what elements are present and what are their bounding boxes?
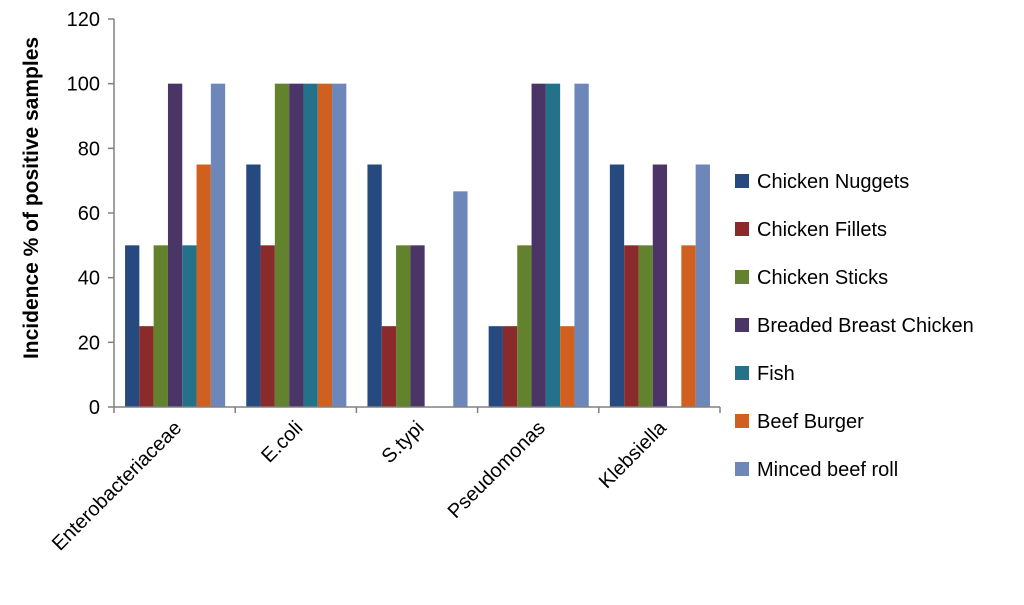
x-tick-label: S.typi: [378, 417, 429, 468]
bar-chicken-fillets: [139, 326, 154, 407]
legend-label: Breaded Breast Chicken: [757, 315, 974, 337]
bar-chicken-sticks: [517, 245, 532, 407]
legend-swatch: [735, 414, 749, 428]
y-tick-label: 40: [78, 268, 100, 290]
bar-breaded-breast-chicken: [289, 83, 304, 408]
y-tick-label: 60: [78, 203, 100, 225]
bar-chicken-fillets: [260, 245, 275, 407]
legend-swatch: [735, 366, 749, 380]
bar-breaded-breast-chicken: [167, 83, 183, 408]
bar-breaded-breast-chicken: [531, 83, 546, 408]
legend-label: Chicken Nuggets: [757, 171, 909, 193]
bar-fish: [545, 83, 561, 408]
bar-chicken-sticks: [396, 245, 411, 407]
bar-beef-burger: [560, 326, 575, 407]
y-tick-label: 0: [89, 397, 100, 419]
legend-label: Fish: [757, 363, 795, 385]
bar-chicken-fillets: [502, 326, 518, 407]
bar-minced-beef-roll: [453, 191, 468, 407]
bar-beef-burger: [681, 245, 696, 407]
bar-chicken-sticks: [274, 83, 290, 408]
bar-beef-burger: [196, 164, 211, 407]
y-tick-label: 20: [78, 332, 100, 354]
bar-chicken-nuggets: [367, 164, 382, 407]
x-tick-label: E.coli: [257, 417, 307, 467]
legend-swatch: [735, 318, 749, 332]
legend-swatch: [735, 174, 749, 188]
legend-swatch: [735, 222, 749, 236]
legend-label: Minced beef roll: [757, 459, 898, 481]
y-tick-label: 100: [67, 74, 100, 96]
legend-label: Beef Burger: [757, 411, 864, 433]
bar-chicken-nuggets: [246, 164, 261, 407]
legend-swatch: [735, 270, 749, 284]
bar-breaded-breast-chicken: [410, 245, 425, 407]
bar-chicken-fillets: [624, 245, 639, 407]
bar-minced-beef-roll: [332, 83, 347, 408]
x-tick-label: Klebsiella: [595, 416, 672, 493]
bar-chicken-nuggets: [609, 164, 625, 407]
y-tick-label: 80: [78, 138, 100, 160]
bar-chicken-sticks: [638, 245, 653, 407]
legend: Chicken Nuggets Chicken Fillets Chicken St…: [735, 171, 974, 481]
bar-minced-beef-roll: [574, 83, 589, 408]
bar-fish: [303, 83, 318, 408]
bar-chicken-nuggets: [488, 326, 503, 407]
bar-beef-burger: [317, 83, 333, 408]
bar-minced-beef-roll: [695, 164, 710, 407]
bar-chicken-sticks: [153, 245, 168, 407]
legend-label: Chicken Sticks: [757, 267, 888, 289]
x-tick-label: Pseudomonas: [444, 417, 550, 523]
legend-label: Chicken Fillets: [757, 219, 887, 241]
bar-chicken-fillets: [381, 326, 397, 407]
bar-breaded-breast-chicken: [652, 164, 668, 407]
bar-minced-beef-roll: [210, 83, 226, 408]
y-axis-label: Incidence % of positive samples: [20, 37, 43, 359]
legend-swatch: [735, 462, 749, 476]
x-tick-label: Enterobacteriaceae: [48, 417, 186, 555]
y-tick-label: 120: [67, 9, 100, 31]
bar-chicken-nuggets: [125, 245, 140, 407]
bar-fish: [182, 245, 197, 407]
